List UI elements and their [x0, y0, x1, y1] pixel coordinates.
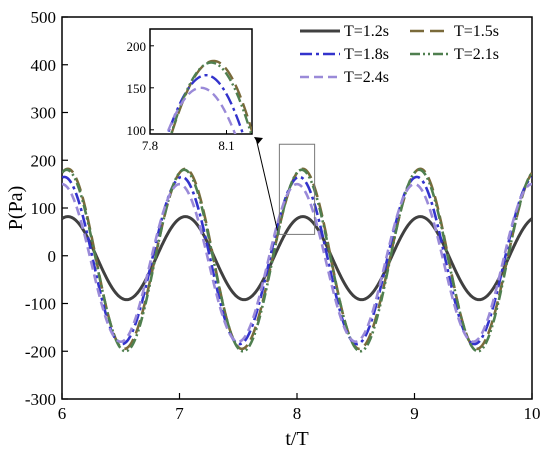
inset-y-tick-label: 200 — [127, 39, 147, 54]
y-tick-label: 100 — [31, 199, 57, 218]
inset-series-group — [165, 59, 252, 134]
y-tick-label: 0 — [48, 247, 57, 266]
inset-series-line-4 — [169, 61, 252, 134]
legend-item: T=2.1s — [410, 46, 499, 63]
y-tick-label: -300 — [25, 390, 56, 409]
x-tick-label: 9 — [410, 404, 419, 423]
inset-frame — [149, 28, 253, 135]
inset-y-tick-label: 100 — [127, 123, 147, 138]
series-line-5 — [62, 182, 532, 344]
y-axis-title: P(Pa) — [5, 186, 27, 230]
x-axis-title: t/T — [285, 428, 308, 450]
zoom-region-box — [278, 143, 316, 235]
inset-series-line-2 — [170, 59, 252, 134]
y-tick-label: 500 — [31, 8, 57, 27]
legend-item: T=2.4s — [300, 69, 389, 86]
series-line-3 — [62, 175, 532, 346]
y-tick-label: -200 — [25, 342, 56, 361]
y-tick-label: 200 — [31, 151, 57, 170]
x-tick-label: 7 — [175, 404, 184, 423]
zoom-arrowhead — [254, 137, 263, 144]
legend-label: T=1.2s — [344, 23, 389, 40]
series-line-4 — [62, 168, 532, 353]
y-tick-label: 300 — [31, 104, 57, 123]
y-tick-label: 400 — [31, 56, 57, 75]
x-tick-label: 6 — [58, 404, 67, 423]
inset-x-tick-label: 8.1 — [218, 138, 234, 153]
legend: T=1.2s T=1.5s T=1.8s T=2.1s T=2.4s — [300, 23, 499, 86]
inset-series-line-5 — [165, 86, 237, 134]
x-tick-label: 8 — [293, 404, 302, 423]
legend-label: T=1.8s — [344, 46, 389, 63]
y-tick-label: -100 — [25, 295, 56, 314]
legend-item: T=1.5s — [410, 23, 499, 40]
legend-label: T=1.5s — [454, 23, 499, 40]
x-tick-label: 10 — [524, 404, 541, 423]
legend-item: T=1.8s — [300, 46, 389, 63]
inset-plot: 7.8 8.1 100 150 200 — [127, 28, 278, 231]
main-plot: 6 7 8 9 10 -300 -200 -100 0 100 200 300 400 500 — [25, 8, 541, 423]
series-group — [62, 167, 532, 353]
series-line-1 — [62, 215, 532, 302]
inset-y-tick-label: 150 — [127, 81, 147, 96]
inset-x-tick-label: 7.8 — [142, 138, 158, 153]
legend-item: T=1.2s — [300, 23, 389, 40]
legend-label: T=2.1s — [454, 46, 499, 63]
zoom-connector — [255, 137, 278, 231]
legend-label: T=2.4s — [344, 69, 389, 86]
